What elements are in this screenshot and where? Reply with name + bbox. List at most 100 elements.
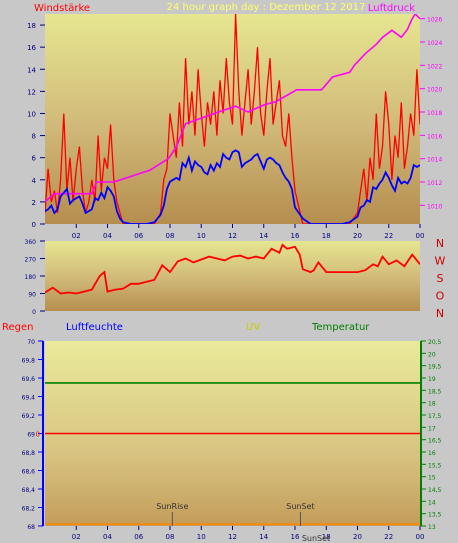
humidity-tick-label: 68: [27, 524, 35, 531]
temperature-tick-label: 14,5: [428, 487, 442, 494]
temperature-tick-label: 17: [428, 425, 436, 432]
time-tick-label: 14: [259, 533, 268, 541]
rain-label: Regen: [2, 322, 34, 333]
wind-mean-line: [45, 149, 420, 224]
temperature-axis: 13 13,5 14 14,5 15 15,5 16 16,5 17 17,5 18 18,5 19 19…: [421, 339, 442, 531]
compass-letter: O: [436, 290, 445, 303]
humidity-axis: 68 68,2 68,4 68,6 68,8 69 69,2 69,4 69,6 69,8 70 0: [22, 339, 43, 531]
wind-speed-line: [45, 14, 420, 224]
pressure-tick-label: 1022: [427, 63, 442, 70]
temperature-tick-label: 18,5: [428, 388, 442, 395]
pressure-tick-label: 1012: [427, 180, 442, 187]
time-tick-label: 06: [134, 533, 143, 541]
wind-pressure-series: [45, 14, 420, 224]
pressure-tick-label: 1020: [427, 87, 442, 94]
temperature-tick-label: 18: [428, 401, 436, 408]
direction-tick-label: 180: [25, 274, 37, 281]
time-tick-label: 08: [166, 232, 175, 240]
time-tick-label: 02: [72, 533, 81, 541]
wind-speed-axis: 0 2 4 6 8 10 12 14 16 18: [27, 22, 45, 229]
temperature-tick-label: 17,5: [428, 413, 442, 420]
time-tick-label: 18: [322, 232, 331, 240]
sun-marker-label: SunRise: [156, 502, 188, 511]
pressure-line: [45, 14, 420, 203]
humidity-tick-label: 68,4: [22, 487, 36, 494]
sun-marker-label: SunSet: [286, 502, 314, 511]
wind-speed-label: Windstärke: [34, 3, 90, 14]
temperature-tick-label: 20,5: [428, 339, 442, 346]
time-axis-top: 02 04 06 08 10 12 14 16 18 20 22 00: [72, 224, 425, 240]
time-tick-label: 10: [197, 533, 206, 541]
humidity-tick-label: 68,6: [22, 469, 36, 476]
temperature-tick-label: 16: [428, 450, 436, 457]
wind-direction-series: [45, 243, 420, 295]
humidity-tick-label: 69,4: [22, 395, 36, 402]
wind-speed-tick-label: 18: [27, 22, 36, 30]
compass-letter: S: [437, 272, 444, 285]
temperature-tick-label: 20: [428, 351, 436, 358]
temperature-tick-label: 19: [428, 376, 436, 383]
temperature-label: Temperatur: [311, 322, 370, 333]
time-tick-label: 08: [166, 533, 175, 541]
time-tick-label: 00: [416, 232, 425, 240]
time-tick-label: 16: [291, 232, 300, 240]
pressure-tick-label: 1016: [427, 133, 442, 140]
pressure-label: Luftdruck: [368, 3, 415, 14]
pressure-axis: 1010 1012 1014 1016 1018 1020 1022 1024 1026: [420, 17, 442, 210]
rain-zero-label: 0: [36, 431, 40, 439]
chart-title: 24 hour graph day : Dezember 12 2017: [167, 2, 366, 13]
humidity-tick-label: 69,8: [22, 358, 36, 365]
time-tick-label: 22: [384, 533, 393, 541]
pressure-tick-label: 1024: [427, 40, 442, 47]
direction-tick-label: 270: [25, 257, 37, 264]
direction-tick-label: 0: [32, 309, 36, 316]
time-tick-label: 10: [197, 232, 206, 240]
time-tick-label: 06: [134, 232, 143, 240]
compass-letter: W: [435, 255, 446, 268]
humidity-tick-label: 69,2: [22, 413, 36, 420]
temperature-tick-label: 13,5: [428, 512, 442, 519]
time-tick-label: 12: [228, 232, 237, 240]
sunset-bottom-marker: SunSet: [302, 534, 330, 543]
humidity-tick-label: 69: [27, 432, 35, 439]
temperature-tick-label: 15: [428, 475, 436, 482]
humidity-tick-label: 70: [27, 339, 35, 346]
pressure-tick-label: 1014: [427, 157, 442, 164]
time-tick-label: 22: [384, 232, 393, 240]
direction-tick-label: 90: [28, 292, 36, 299]
time-tick-label: 20: [353, 232, 362, 240]
time-tick-label: 18: [322, 533, 331, 541]
time-tick-label: 02: [72, 232, 81, 240]
time-tick-label: 00: [416, 533, 425, 541]
compass-letter: N: [436, 237, 444, 250]
pressure-tick-label: 1010: [427, 203, 442, 210]
wind-direction-line: [45, 243, 420, 295]
wind-speed-tick-label: 14: [27, 66, 36, 74]
time-axis-bottom: 02 04 06 08 10 12 14 16 18 20 22 00: [72, 526, 425, 541]
time-tick-label: 04: [103, 232, 112, 240]
direction-tick-label: 360: [25, 239, 37, 246]
uv-label: UV: [246, 322, 260, 333]
wind-speed-tick-label: 2: [32, 199, 36, 207]
rain-humidity-series: SunRise SunSet: [45, 382, 420, 526]
wind-speed-tick-label: 4: [32, 177, 37, 185]
temperature-tick-label: 16,5: [428, 438, 442, 445]
pressure-tick-label: 1018: [427, 110, 442, 117]
temperature-tick-label: 14: [428, 499, 436, 506]
wind-speed-tick-label: 12: [27, 88, 36, 96]
humidity-tick-label: 68,2: [22, 506, 36, 513]
temperature-tick-label: 19,5: [428, 364, 442, 371]
time-tick-label: 04: [103, 533, 112, 541]
wind-speed-tick-label: 0: [32, 221, 36, 229]
wind-speed-tick-label: 8: [32, 133, 36, 141]
time-tick-label: 16: [291, 533, 300, 541]
time-tick-label: 14: [259, 232, 268, 240]
humidity-label: Luftfeuchte: [66, 322, 123, 333]
wind-speed-tick-label: 16: [27, 44, 36, 52]
time-tick-label: 20: [353, 533, 362, 541]
pressure-tick-label: 1026: [427, 17, 442, 24]
humidity-tick-label: 69,6: [22, 376, 36, 383]
humidity-tick-label: 68,8: [22, 450, 36, 457]
